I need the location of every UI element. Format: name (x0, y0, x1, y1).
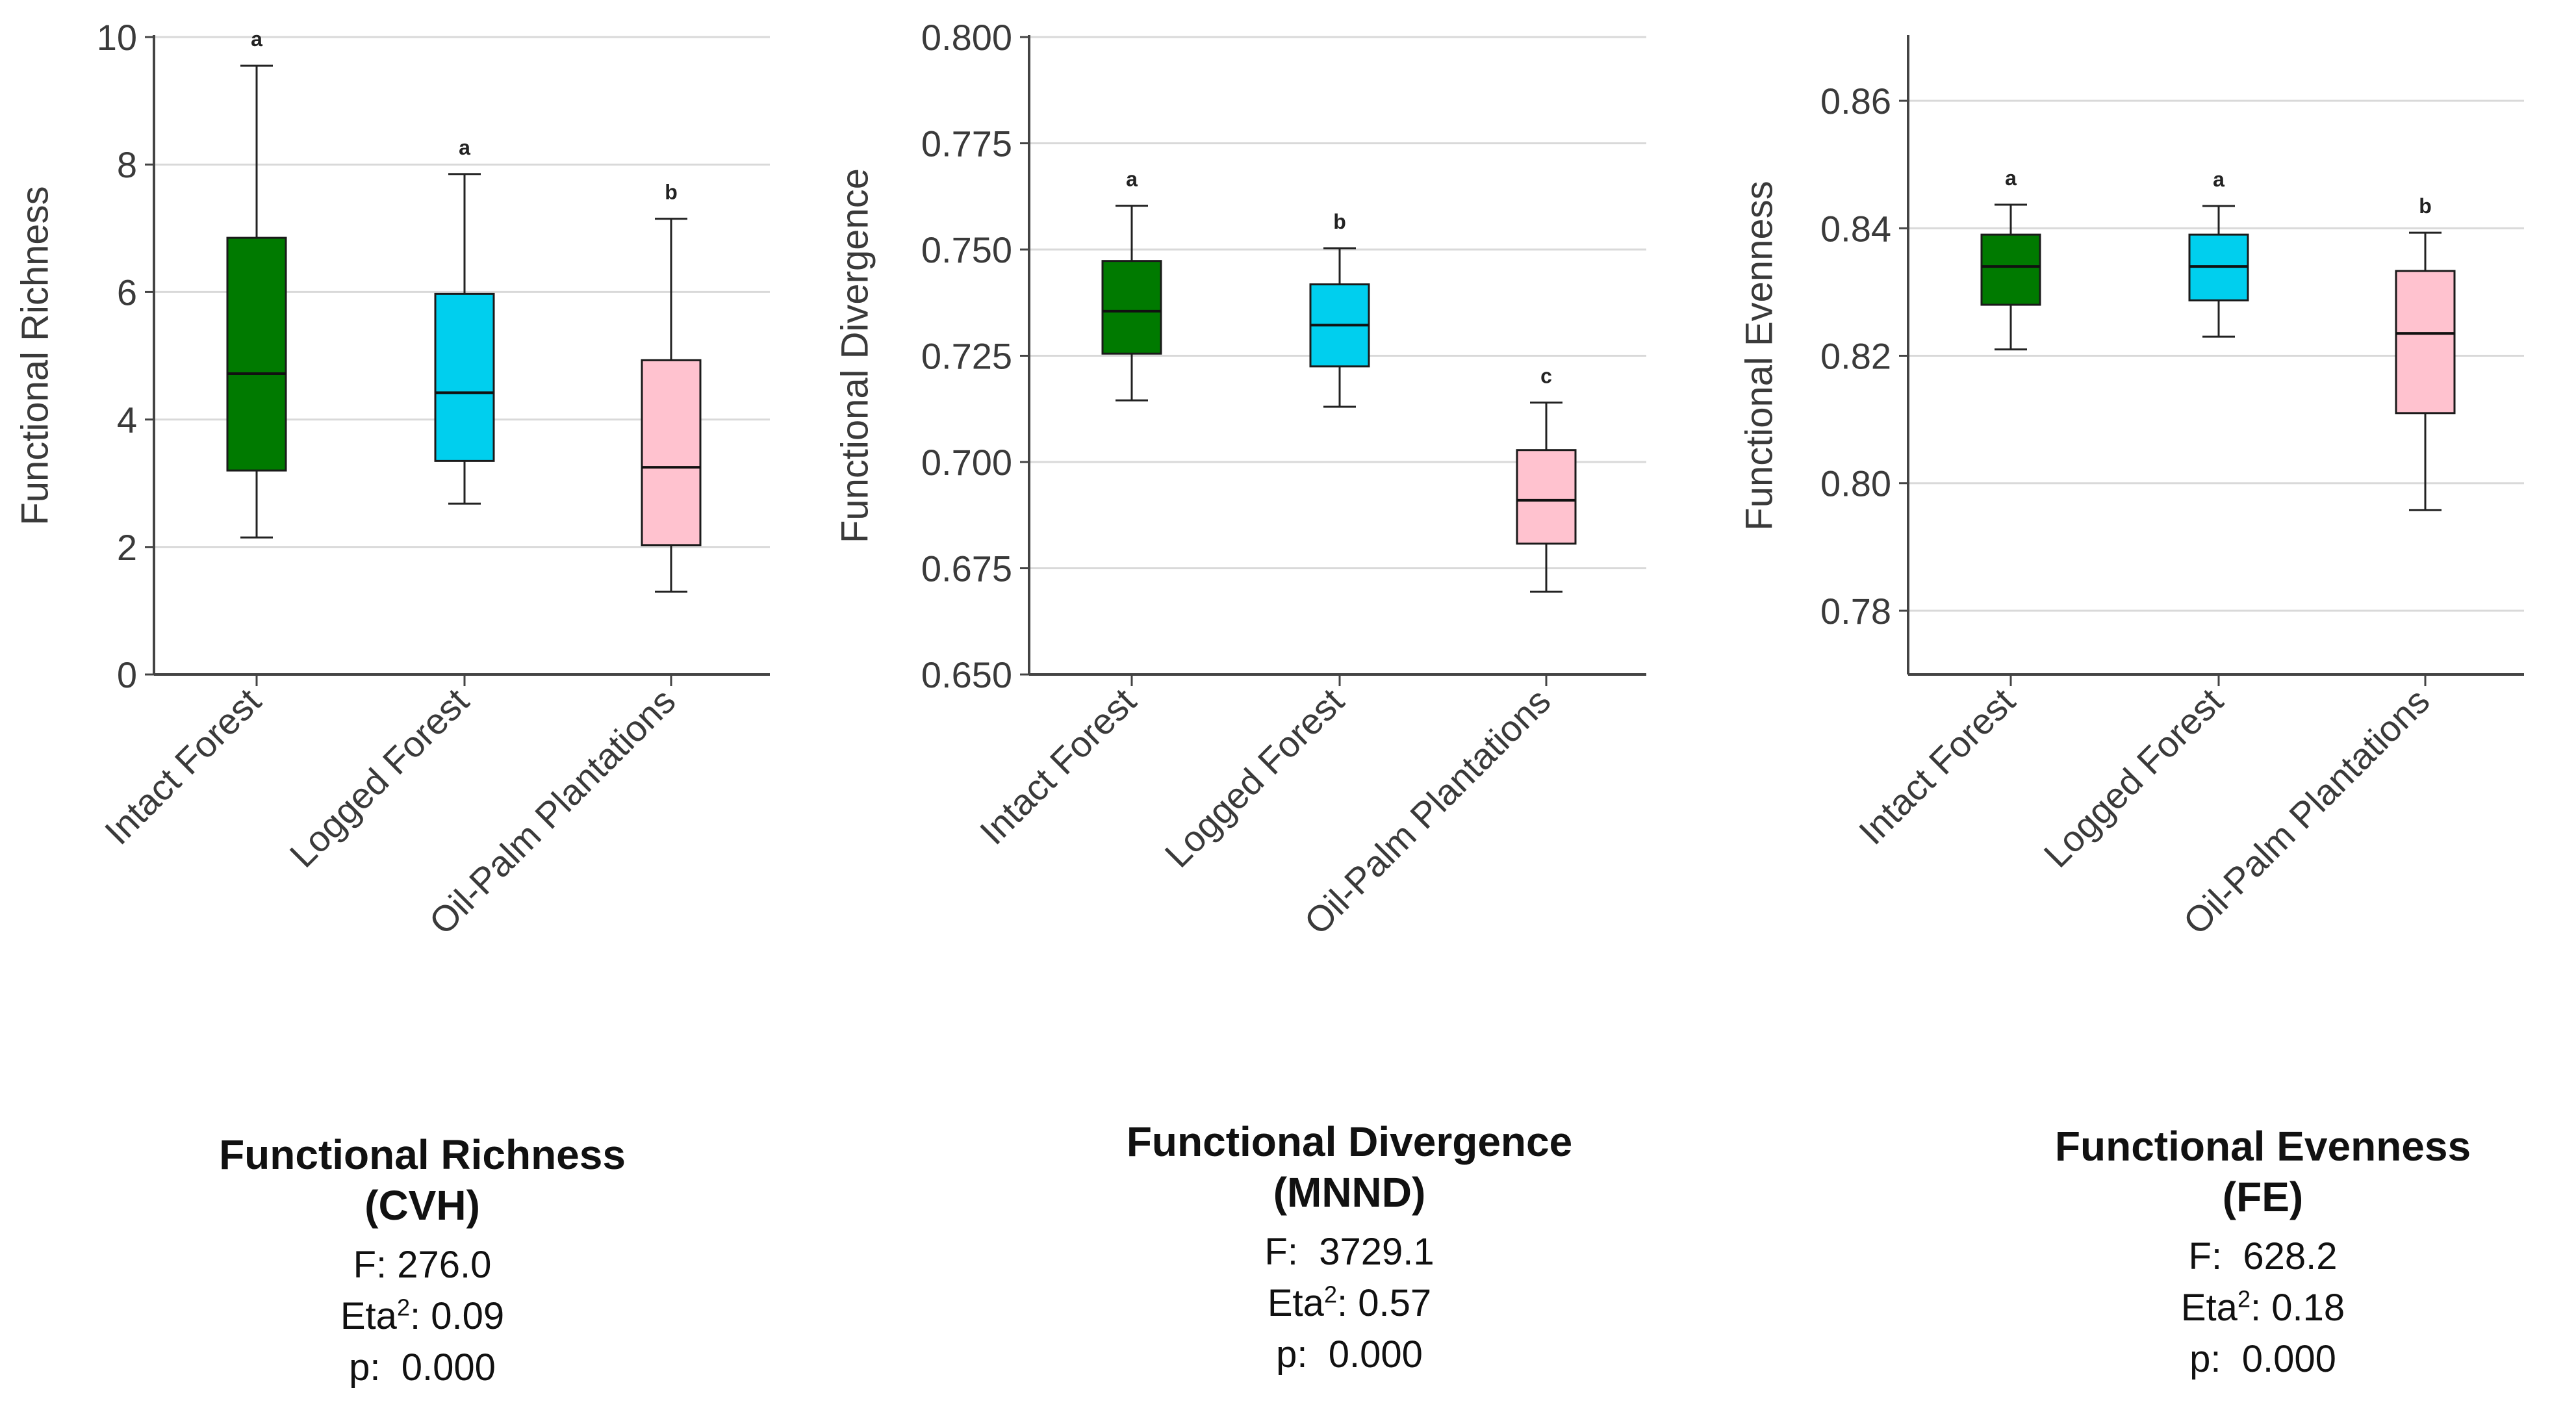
caption-divergence: Functional Divergence (MNND) F: 3729.1 E… (960, 1116, 1739, 1381)
significance-letter: c (1540, 364, 1552, 387)
y-tick-label: 4 (117, 400, 137, 441)
y-tick-label: 0.650 (921, 654, 1012, 695)
y-tick-label: 0.82 (1820, 336, 1891, 377)
significance-letter: a (1126, 168, 1138, 191)
caption-subtitle: (CVH) (364, 1182, 480, 1229)
caption-subtitle: (FE) (2222, 1174, 2304, 1221)
significance-letter: a (2005, 166, 2017, 190)
y-tick-label: 10 (97, 17, 137, 58)
box-divergence-3 (1516, 449, 1577, 545)
significance-letter: a (2213, 168, 2225, 191)
caption-title: Functional Richness (219, 1131, 626, 1178)
y-tick-label: 6 (117, 272, 137, 313)
y-tick-label: 0.675 (921, 548, 1012, 589)
caption-f-stat: F: 276.0 (353, 1244, 492, 1287)
y-tick-label: 0.775 (921, 123, 1012, 164)
y-tick-label: 0.725 (921, 336, 1012, 377)
box-evenness-1 (1980, 233, 2041, 306)
x-tick-label: Logged Forest (282, 680, 477, 875)
x-tick-label: Intact Forest (97, 680, 269, 853)
y-tick-label: 0.750 (921, 229, 1012, 270)
y-axis-label: Functional Evenness (1738, 181, 1780, 530)
y-tick-label: 2 (117, 527, 137, 568)
y-tick-label: 0.86 (1820, 81, 1891, 122)
box-richness-2 (434, 292, 495, 462)
x-tick-label: Logged Forest (2036, 680, 2231, 875)
caption-p-stat: p: 0.000 (1276, 1333, 1423, 1376)
y-tick-label: 8 (117, 144, 137, 185)
significance-letter: b (1333, 210, 1346, 233)
caption-eta-stat: Eta2: 0.57 (1267, 1281, 1432, 1325)
caption-f-stat: F: 3729.1 (1264, 1231, 1435, 1274)
caption-evenness: Functional Evenness (FE) F: 628.2 Eta2: … (1873, 1121, 2576, 1385)
caption-eta-stat: Eta2: 0.18 (2180, 1285, 2345, 1329)
caption-eta-stat: Eta2: 0.09 (340, 1294, 505, 1338)
box-richness-3 (641, 359, 702, 546)
box-richness-1 (226, 237, 287, 472)
y-tick-label: 0.78 (1820, 591, 1891, 632)
significance-letter: a (251, 27, 262, 51)
caption-p-stat: p: 0.000 (2189, 1337, 2336, 1380)
caption-title: Functional Divergence (1126, 1118, 1573, 1165)
caption-subtitle: (MNND) (1273, 1169, 1426, 1216)
significance-letter: b (665, 181, 678, 204)
y-axis-label: Functional Divergence (834, 168, 876, 543)
caption-title: Functional Evenness (2054, 1123, 2471, 1170)
x-tick-label: Logged Forest (1157, 680, 1352, 875)
x-tick-label: Intact Forest (1851, 680, 2023, 853)
significance-letter: a (459, 136, 470, 159)
y-tick-label: 0.800 (921, 17, 1012, 58)
caption-p-stat: p: 0.000 (349, 1346, 496, 1389)
box-divergence-1 (1101, 260, 1162, 355)
x-tick-label: Intact Forest (972, 680, 1144, 853)
y-tick-label: 0 (117, 654, 137, 695)
y-tick-label: 0.84 (1820, 208, 1891, 249)
y-axis-label: Functional Richness (14, 186, 56, 525)
y-tick-label: 0.80 (1820, 463, 1891, 504)
box-evenness-3 (2395, 270, 2456, 415)
significance-letter: b (2419, 194, 2432, 218)
caption-richness: Functional Richness (CVH) F: 276.0 Eta2:… (32, 1129, 812, 1394)
y-tick-label: 0.700 (921, 442, 1012, 483)
caption-f-stat: F: 628.2 (2188, 1235, 2338, 1278)
